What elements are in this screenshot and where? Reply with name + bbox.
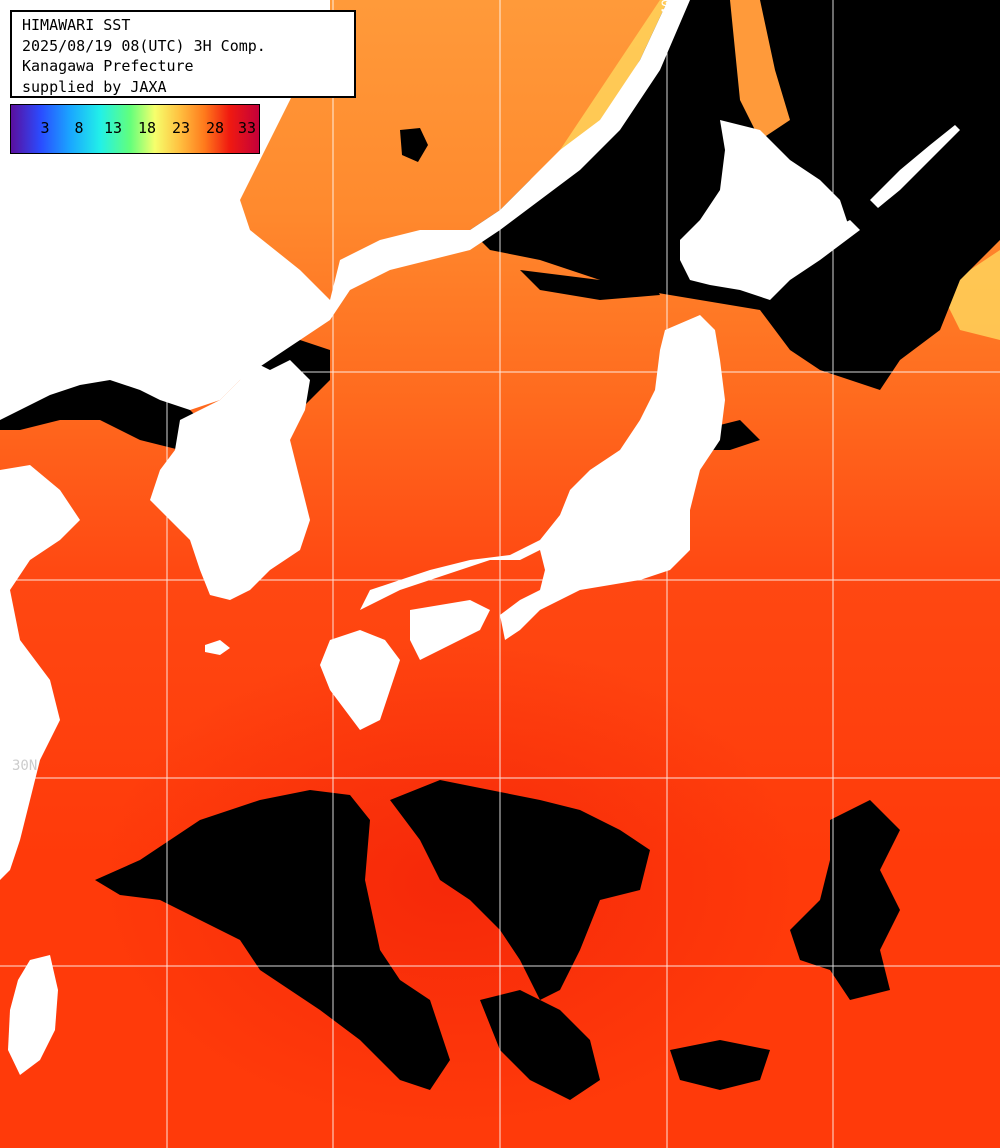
colorbar-label: 8 [74,119,84,137]
land-hokkaido [680,220,860,300]
map-region: Kanagawa Prefecture [22,57,194,75]
land-kyushu [320,630,400,730]
cloud-pacific-center [390,780,650,1000]
cloud-pacific-southeast [670,1040,770,1090]
land-island-small-2 [400,128,428,162]
cloud-pacific-south [480,990,600,1100]
land-north-russia [680,120,850,280]
cloud-sea-of-japan [520,270,660,300]
lat-label-40n: 40N [10,352,36,368]
cloud-pacific-east [790,800,900,1000]
colorbar-label: 18 [137,119,157,137]
cloud-sakhalin-gap [730,0,790,140]
temperature-colorbar: 3 8 13 18 23 28 33 [10,104,260,154]
lat-label-30n: 30N [12,758,38,774]
map-datetime: 2025/08/19 08(UTC) 3H Comp. [22,36,266,55]
land-taiwan [8,955,58,1075]
cloud-pacific-main [95,790,450,1090]
map-credit: supplied by JAXA [22,77,167,96]
cool-water-northeast [940,250,1000,340]
map-title: HIMAWARI SST [22,16,131,34]
map-info-box: HIMAWARI SST 2025/08/19 08(UTC) 3H Comp.… [10,10,356,98]
land-china-coast [0,465,80,880]
colorbar-label: 28 [205,119,225,137]
land-honshu [360,315,725,640]
lon-label-140e: 140E [660,0,676,24]
colorbar-label: 23 [171,119,191,137]
land-shikoku [410,600,490,660]
land-korea [150,360,310,600]
land-kuril-island [870,125,960,208]
colorbar-label: 3 [40,119,50,137]
land-island-small-1 [205,640,230,655]
colorbar-label: 33 [237,119,257,137]
colorbar-label: 13 [103,119,123,137]
